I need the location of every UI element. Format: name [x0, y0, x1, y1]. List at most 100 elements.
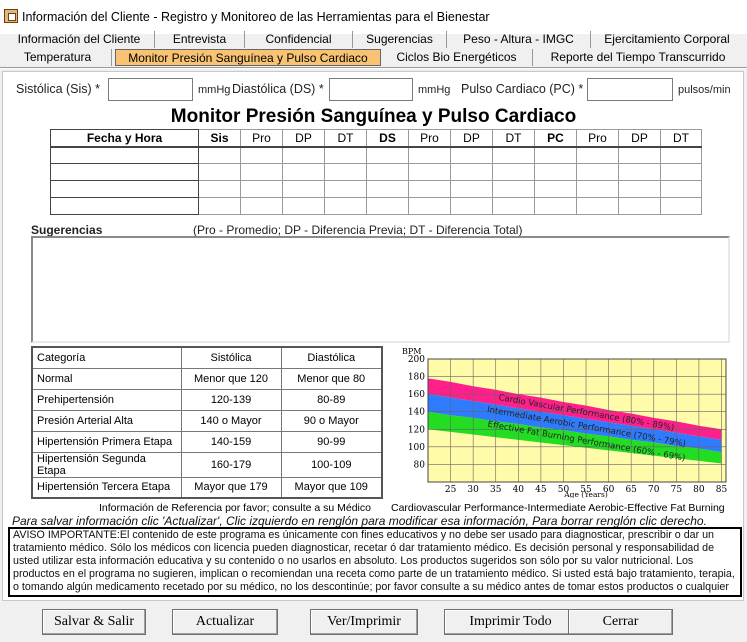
table-cell[interactable] [534, 180, 577, 198]
col-header-sis[interactable]: Sis [198, 129, 241, 148]
table-cell[interactable] [324, 146, 367, 164]
table-cell[interactable] [282, 163, 325, 181]
table-cell[interactable] [534, 197, 577, 215]
table-cell[interactable] [240, 146, 283, 164]
table-cell[interactable] [50, 146, 199, 164]
pulso-input[interactable] [587, 78, 673, 101]
table-cell[interactable] [282, 197, 325, 215]
table-cell[interactable] [492, 180, 535, 198]
table-cell[interactable] [198, 180, 241, 198]
tab-monitor-presion[interactable]: Monitor Presión Sanguínea y Pulso Cardia… [115, 49, 381, 66]
table-cell[interactable] [240, 163, 283, 181]
table-cell[interactable] [366, 146, 409, 164]
table-cell[interactable] [198, 163, 241, 181]
tabs-divider [0, 67, 747, 69]
table-cell[interactable] [576, 197, 619, 215]
table-cell[interactable] [450, 197, 493, 215]
table-cell[interactable] [282, 146, 325, 164]
col-header-ds[interactable]: DS [366, 129, 409, 148]
table-cell[interactable] [324, 180, 367, 198]
table-cell[interactable] [366, 180, 409, 198]
diastolica-input[interactable] [329, 78, 413, 101]
category-diastolica: 80-89 [280, 388, 383, 411]
table-cell[interactable] [660, 180, 702, 198]
table-cell[interactable] [50, 180, 199, 198]
view-print-button[interactable]: Ver/Imprimir [310, 609, 418, 635]
col-header-fecha[interactable]: Fecha y Hora [50, 129, 199, 148]
table-cell[interactable] [660, 146, 702, 164]
series-band-2 [428, 411, 722, 464]
readings-table[interactable]: Fecha y Hora Sis Pro DP DT DS Pro DP DT … [50, 129, 702, 215]
col-header-dp[interactable]: DP [618, 129, 661, 148]
table-cell[interactable] [618, 163, 661, 181]
table-cell[interactable] [408, 146, 451, 164]
table-cell[interactable] [660, 163, 702, 181]
col-header-dt[interactable]: DT [324, 129, 367, 148]
table-cell[interactable] [50, 163, 199, 181]
table-cell[interactable] [282, 180, 325, 198]
table-cell[interactable] [50, 197, 199, 215]
sistolica-input[interactable] [108, 78, 193, 101]
tab-temperatura[interactable]: Temperatura [4, 49, 112, 66]
table-cell[interactable] [450, 146, 493, 164]
x-tick-label: 70 [648, 485, 660, 495]
save-exit-button[interactable]: Salvar & Salir [42, 609, 146, 635]
x-tick-label: 65 [625, 485, 637, 495]
table-cell[interactable] [198, 197, 241, 215]
table-cell[interactable] [408, 180, 451, 198]
table-cell[interactable] [576, 180, 619, 198]
table-cell[interactable] [576, 146, 619, 164]
table-cell[interactable] [366, 197, 409, 215]
table-cell[interactable] [618, 180, 661, 198]
table-cell[interactable] [492, 197, 535, 215]
table-cell[interactable] [324, 163, 367, 181]
table-row[interactable] [50, 180, 702, 198]
chart-caption: Cardiovascular Performance-Intermediate … [391, 502, 725, 514]
table-cell[interactable] [240, 197, 283, 215]
table-cell[interactable] [408, 197, 451, 215]
heart-rate-chart: 80 100 120 140 160 180 200 25 30 35 40 45 50 55 60 65 70… [400, 345, 731, 499]
table-cell[interactable] [660, 197, 702, 215]
category-name: Presión Arterial Alta [31, 409, 182, 432]
table-cell[interactable] [240, 180, 283, 198]
table-row[interactable] [50, 197, 702, 215]
col-header-pro[interactable]: Pro [576, 129, 619, 148]
table-cell[interactable] [618, 197, 661, 215]
tab-peso-altura[interactable]: Peso - Altura - IMGC [447, 31, 591, 48]
suggestions-textarea[interactable] [31, 236, 730, 343]
col-header-dt[interactable]: DT [660, 129, 702, 148]
table-row[interactable] [50, 146, 702, 164]
tab-informacion-cliente[interactable]: Información del Cliente [4, 31, 155, 48]
category-table: Categoría Sistólica Diastólica Normal Men… [31, 346, 383, 499]
col-header-dp[interactable]: DP [282, 129, 325, 148]
close-button[interactable]: Cerrar [568, 609, 673, 635]
tab-confidencial[interactable]: Confidencial [245, 31, 353, 48]
x-tick-label: 80 [693, 485, 705, 495]
tab-entrevista[interactable]: Entrevista [155, 31, 245, 48]
table-cell[interactable] [492, 163, 535, 181]
table-cell[interactable] [576, 163, 619, 181]
table-cell[interactable] [450, 163, 493, 181]
table-cell[interactable] [450, 180, 493, 198]
tab-ejercitamiento[interactable]: Ejercitamiento Corporal [604, 32, 730, 46]
table-cell[interactable] [324, 197, 367, 215]
table-cell[interactable] [534, 163, 577, 181]
tab-reporte-tiempo[interactable]: Reporte del Tiempo Transcurrido [550, 50, 726, 64]
col-header-pro[interactable]: Pro [240, 129, 283, 148]
table-cell[interactable] [492, 146, 535, 164]
table-cell[interactable] [408, 163, 451, 181]
table-cell[interactable] [198, 146, 241, 164]
table-row[interactable] [50, 163, 702, 181]
col-header-dp[interactable]: DP [450, 129, 493, 148]
col-header-pc[interactable]: PC [534, 129, 577, 148]
print-all-button[interactable]: Imprimir Todo [444, 609, 577, 635]
col-header-dt[interactable]: DT [492, 129, 535, 148]
table-cell[interactable] [618, 146, 661, 164]
table-cell[interactable] [534, 146, 577, 164]
x-tick-label: 35 [490, 485, 502, 495]
table-cell[interactable] [366, 163, 409, 181]
col-header-pro[interactable]: Pro [408, 129, 451, 148]
update-button[interactable]: Actualizar [172, 609, 278, 635]
tab-sugerencias[interactable]: Sugerencias [353, 31, 447, 48]
tab-ciclos-bio[interactable]: Ciclos Bio Energéticos [381, 49, 533, 66]
